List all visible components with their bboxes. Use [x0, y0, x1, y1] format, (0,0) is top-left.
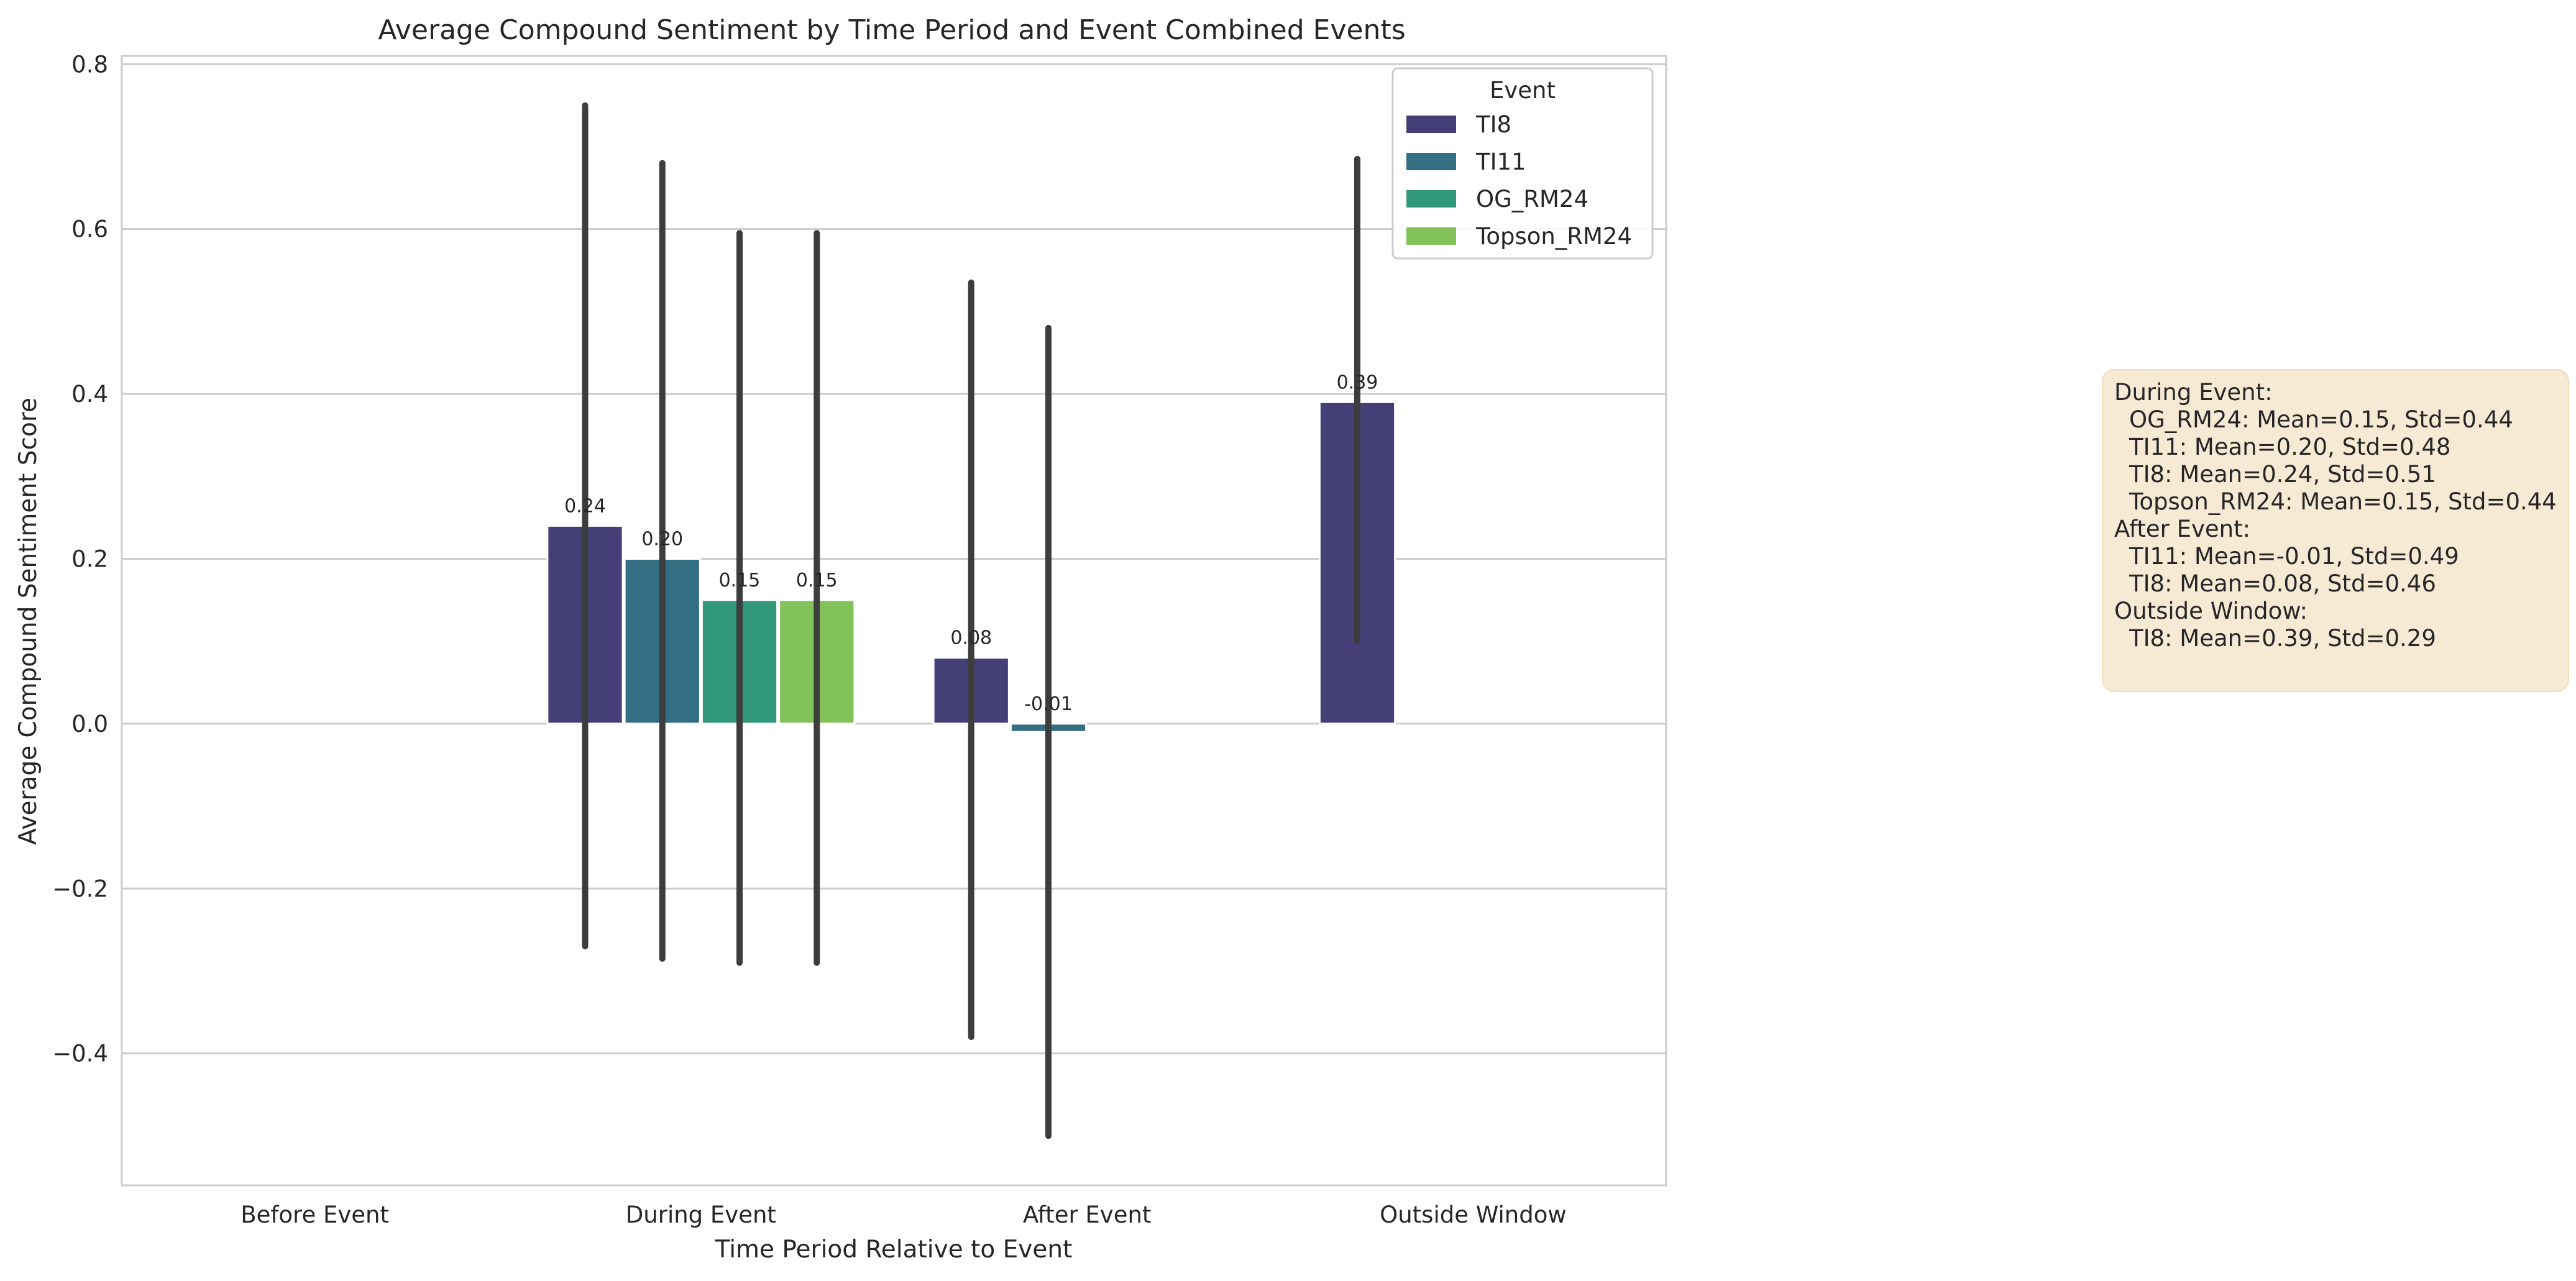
y-tick-label: −0.2 — [52, 875, 108, 902]
legend: Event TI8 TI11 OG_RM24 Topson_RM24 — [1391, 67, 1654, 260]
stats-line: TI11: Mean=-0.01, Std=0.49 — [2129, 543, 2459, 570]
legend-swatch — [1406, 153, 1456, 170]
stats-line: TI11: Mean=0.20, Std=0.48 — [2129, 434, 2451, 460]
stats-line: TI8: Mean=0.24, Std=0.51 — [2129, 461, 2436, 488]
legend-frame — [1391, 67, 1654, 260]
x-tick-label: Before Event — [241, 1201, 389, 1228]
legend-swatch — [1406, 116, 1456, 133]
y-tick-label: −0.4 — [52, 1041, 108, 1067]
stats-line: Topson_RM24: Mean=0.15, Std=0.44 — [2129, 488, 2557, 515]
y-tick-label: 0.6 — [71, 216, 108, 243]
legend-swatch — [1406, 190, 1456, 207]
bar-value-label: 0.39 — [1337, 372, 1378, 393]
bar-value-label: 0.20 — [641, 528, 683, 550]
legend-label: TI11 — [1475, 148, 1526, 175]
stats-group: After Event: TI11: Mean=-0.01, Std=0.49 TI… — [2114, 516, 2557, 598]
chart-title: Average Compound Sentiment by Time Perio… — [378, 14, 1405, 46]
y-tick-label: 0.0 — [71, 711, 108, 737]
x-axis-label: Time Period Relative to Event — [715, 1236, 1073, 1264]
legend-label: Topson_RM24 — [1475, 223, 1632, 250]
x-axis-ticks: Before Event During Event After Event Outsi… — [241, 1201, 1566, 1228]
x-tick-label: Outside Window — [1380, 1201, 1567, 1228]
stats-group-title: During Event: — [2114, 379, 2273, 406]
x-tick-label: After Event — [1023, 1201, 1152, 1228]
legend-label: TI8 — [1475, 111, 1511, 138]
plot-area: 0.24 0.08 0.39 0.20 -0.01 0.15 0.15 — [121, 55, 1667, 1187]
bar-value-label: 0.24 — [564, 495, 606, 517]
bar-value-label: 0.15 — [796, 570, 838, 591]
stats-line: TI8: Mean=0.08, Std=0.46 — [2129, 570, 2436, 597]
y-tick-label: 0.4 — [71, 381, 108, 408]
bar-labels: 0.24 0.08 0.39 0.20 -0.01 0.15 0.15 — [564, 372, 1378, 715]
stats-group: During Event: OG_RM24: Mean=0.15, Std=0.4… — [2114, 379, 2557, 516]
error-bars — [582, 102, 1360, 1139]
stats-group-title: After Event: — [2114, 516, 2251, 542]
legend-label: OG_RM24 — [1476, 186, 1588, 212]
bar-value-label: -0.01 — [1024, 693, 1073, 715]
stats-group-title: Outside Window: — [2114, 598, 2308, 624]
plot-frame — [121, 55, 1667, 1187]
bar-value-label: 0.08 — [950, 627, 992, 649]
y-axis-label: Average Compound Sentiment Score — [14, 398, 42, 845]
stats-line: TI8: Mean=0.39, Std=0.29 — [2129, 625, 2436, 652]
bar-value-label: 0.15 — [719, 570, 761, 591]
legend-title: Event — [1490, 77, 1556, 104]
y-axis-ticks: −0.4 −0.2 0.0 0.2 0.4 0.6 0.8 — [52, 51, 108, 1067]
y-tick-label: 0.8 — [71, 51, 108, 78]
stats-group: Outside Window: TI8: Mean=0.39, Std=0.29 — [2114, 598, 2557, 652]
x-tick-label: During Event — [626, 1201, 776, 1228]
legend-swatch — [1406, 227, 1456, 245]
stats-annotation-box: During Event: OG_RM24: Mean=0.15, Std=0.4… — [2102, 369, 2569, 692]
stats-line: OG_RM24: Mean=0.15, Std=0.44 — [2129, 406, 2513, 433]
y-tick-label: 0.2 — [71, 545, 108, 572]
legend-items: TI8 TI11 OG_RM24 Topson_RM24 — [1406, 111, 1632, 250]
